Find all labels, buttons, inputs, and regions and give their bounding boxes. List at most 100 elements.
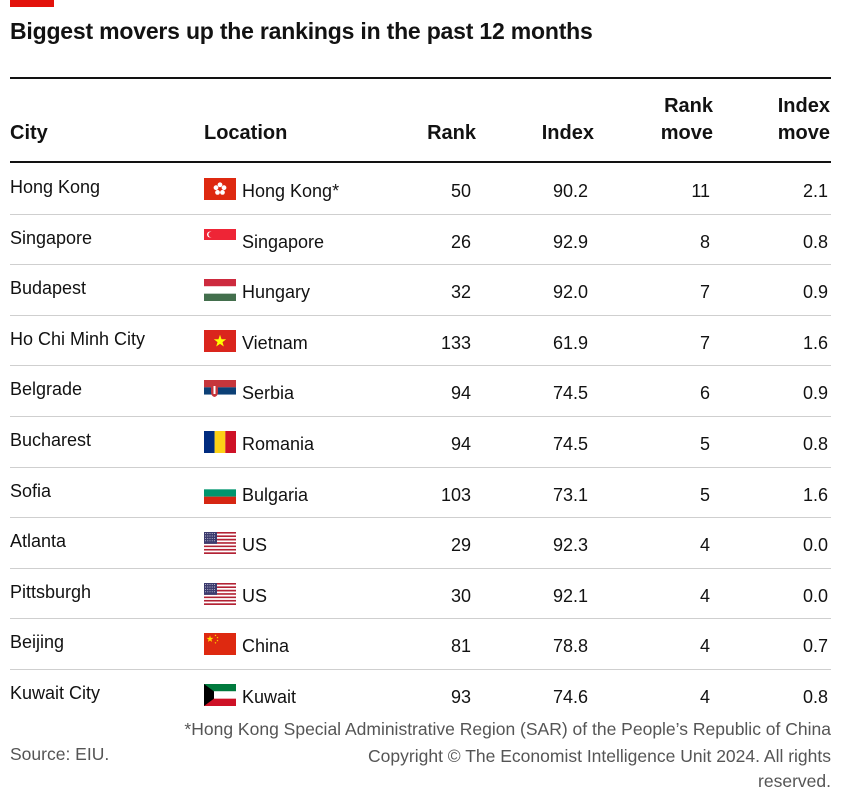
cell-index: 92.1	[552, 585, 588, 606]
cell-index-move: 0.0	[802, 585, 828, 606]
cell-city: Kuwait City	[10, 683, 101, 703]
header-city: City	[10, 122, 48, 144]
cell-rank: 29	[450, 535, 471, 556]
hungary-flag-icon	[204, 279, 236, 302]
cell-index-move: 0.8	[802, 231, 828, 252]
header-index: Index	[541, 122, 594, 144]
cell-location: US	[242, 585, 268, 606]
top-rule	[10, 77, 831, 79]
footnote: *Hong Kong Special Administrative Region…	[184, 719, 831, 739]
header-rank-move-line2: move	[660, 122, 713, 144]
header-rule	[10, 161, 831, 163]
cell-location: Vietnam	[242, 332, 308, 353]
cell-index-move: 2.1	[802, 181, 828, 201]
kuwait-flag-icon	[204, 684, 236, 706]
vietnam-flag-icon	[204, 329, 236, 352]
cell-location: Singapore	[242, 231, 325, 252]
cell-rank-move: 5	[699, 434, 710, 454]
header-index-move: Index move	[778, 93, 830, 147]
cell-rank: 94	[450, 383, 471, 404]
cell-index-move: 1.6	[802, 332, 828, 353]
copyright-note: Copyright © The Economist Intelligence U…	[368, 746, 831, 791]
cell-index: 92.9	[552, 231, 588, 252]
header-index-move-line1: Index	[777, 95, 830, 117]
us-flag-icon	[204, 532, 236, 555]
cell-rank-move: 4	[699, 535, 710, 556]
header-location: Location	[204, 122, 288, 144]
cell-city: Atlanta	[10, 531, 67, 552]
cell-rank: 81	[450, 636, 471, 657]
cell-rank-move: 4	[699, 585, 710, 606]
cell-city: Singapore	[10, 227, 93, 248]
cell-rank-move: 7	[699, 332, 710, 353]
cell-city: Beijing	[10, 632, 65, 653]
cell-city: Hong Kong	[10, 177, 101, 197]
cell-city: Ho Chi Minh City	[10, 328, 146, 349]
romania-flag-icon	[204, 431, 236, 453]
cell-index: 74.5	[552, 434, 588, 454]
cell-index: 74.6	[552, 687, 588, 707]
table-row: Atlanta US 29 92.3 4 0.0	[10, 517, 831, 569]
cell-rank: 26	[450, 231, 471, 252]
cell-index: 73.1	[552, 484, 588, 505]
cell-location: Kuwait	[242, 687, 297, 707]
bulgaria-flag-icon	[204, 481, 236, 504]
accent-bar	[10, 0, 54, 7]
cell-rank: 93	[450, 687, 471, 707]
chart-title: Biggest movers up the rankings in the pa…	[10, 18, 593, 44]
cell-index: 92.0	[552, 282, 588, 303]
table-row: Beijing China 81 78.8 4 0.7	[10, 618, 831, 670]
us-flag-icon	[204, 582, 236, 605]
china-flag-icon	[204, 633, 236, 656]
cell-index-move: 0.8	[802, 687, 828, 707]
cell-location: Serbia	[242, 383, 295, 404]
table-row: Singapore Singapore 26 92.9 8 0.8	[10, 214, 831, 266]
cell-location: China	[242, 636, 290, 657]
cell-rank: 103	[440, 484, 471, 505]
hong-kong-flag-icon	[204, 178, 236, 200]
table-row: Pittsburgh US 30 92.1 4 0.0	[10, 568, 831, 620]
source-note: Source: EIU.	[10, 744, 110, 764]
cell-location: Hong Kong*	[242, 181, 340, 201]
singapore-flag-icon	[204, 228, 236, 251]
table-row: Ho Chi Minh City Vietnam 133 61.9 7 1.6	[10, 315, 831, 367]
cell-rank-move: 7	[699, 282, 710, 303]
serbia-flag-icon	[204, 380, 236, 403]
cell-city: Pittsburgh	[10, 581, 92, 602]
cell-index-move: 0.9	[802, 282, 828, 303]
header-index-move-line2: move	[777, 122, 830, 144]
table-row: Sofia Bulgaria 103 73.1 5 1.6	[10, 467, 831, 519]
table-row: Bucharest Romania 94 74.5 5 0.8	[10, 416, 831, 468]
cell-rank-move: 8	[699, 231, 710, 252]
cell-index-move: 0.9	[802, 383, 828, 404]
cell-rank: 30	[450, 585, 471, 606]
table-row: Hong Kong Hong Kong* 50 90.2 11 2.1	[10, 163, 831, 215]
table-row: Kuwait City Kuwait 93 74.6 4 0.8	[10, 669, 831, 720]
cell-rank: 32	[450, 282, 471, 303]
cell-rank-move: 5	[699, 484, 710, 505]
cell-location: US	[242, 535, 268, 556]
cell-index-move: 0.8	[802, 434, 828, 454]
cell-rank-move: 4	[699, 636, 710, 657]
cell-index: 74.5	[552, 383, 588, 404]
header-rank-move-line1: Rank	[664, 95, 713, 117]
cell-rank-move: 6	[699, 383, 710, 404]
table-row: Budapest Hungary 32 92.0 7 0.9	[10, 264, 831, 316]
header-rank: Rank	[427, 122, 476, 144]
cell-city: Budapest	[10, 278, 87, 299]
cell-index-move: 0.7	[802, 636, 828, 657]
header-rank-move: Rank move	[661, 93, 713, 147]
cell-city: Belgrade	[10, 379, 83, 400]
cell-rank-move: 11	[691, 181, 710, 201]
cell-rank: 50	[450, 181, 471, 201]
cell-index: 61.9	[552, 332, 588, 353]
cell-city: Sofia	[10, 480, 52, 501]
cell-index: 92.3	[552, 535, 588, 556]
cell-index: 90.2	[552, 181, 588, 201]
cell-index: 78.8	[552, 636, 588, 657]
cell-rank: 133	[440, 332, 471, 353]
cell-city: Bucharest	[10, 430, 92, 450]
cell-rank: 94	[450, 434, 471, 454]
cell-index-move: 0.0	[802, 535, 828, 556]
cell-location: Bulgaria	[242, 484, 309, 505]
